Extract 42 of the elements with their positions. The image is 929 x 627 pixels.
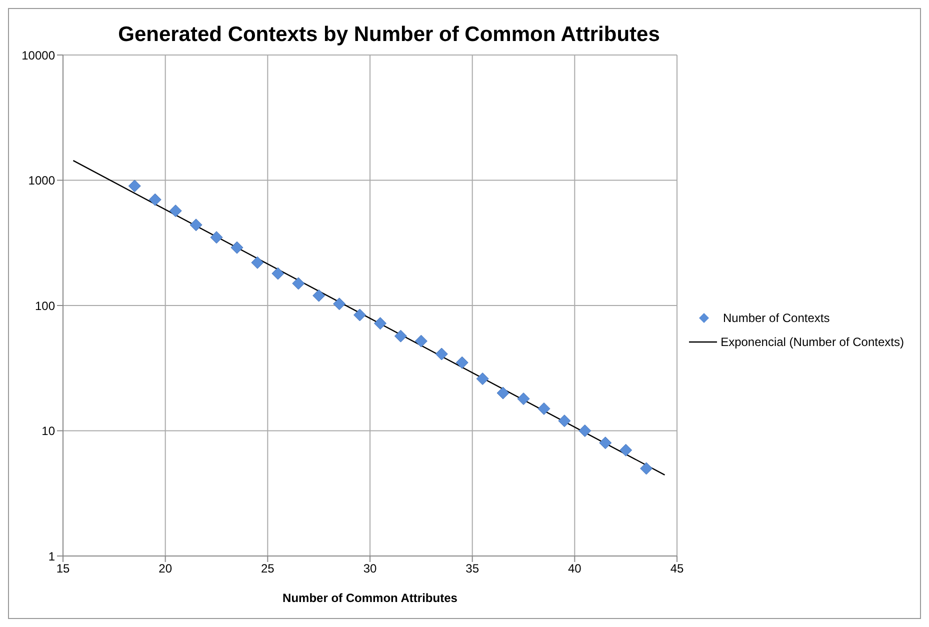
point bbox=[292, 277, 305, 290]
y-tick-label: 10000 bbox=[22, 48, 56, 62]
point bbox=[312, 289, 326, 302]
x-tick-label: 30 bbox=[363, 562, 377, 576]
point bbox=[333, 298, 346, 310]
point bbox=[620, 444, 632, 456]
point bbox=[394, 330, 407, 342]
point bbox=[354, 308, 366, 322]
legend-label: Number of Contexts bbox=[723, 310, 830, 326]
point bbox=[435, 348, 448, 360]
point bbox=[517, 392, 530, 406]
x-tick-label: 40 bbox=[568, 562, 582, 576]
legend-label: Exponencial (Number of Contexts) bbox=[720, 334, 904, 350]
point bbox=[190, 218, 202, 232]
point bbox=[272, 267, 284, 280]
y-tick-label: 100 bbox=[34, 298, 56, 313]
point bbox=[496, 386, 510, 400]
x-tick-label: 15 bbox=[56, 562, 70, 576]
point bbox=[578, 424, 592, 437]
point bbox=[374, 317, 386, 330]
point bbox=[210, 231, 223, 244]
x-tick-label: 20 bbox=[158, 562, 172, 576]
point bbox=[640, 462, 653, 475]
point bbox=[414, 334, 428, 348]
y-tick-label: 1 bbox=[48, 549, 56, 564]
point bbox=[169, 204, 182, 218]
x-axis-title: Number of Common Attributes bbox=[282, 591, 458, 605]
y-tick-label: 1000 bbox=[28, 174, 56, 188]
point bbox=[558, 414, 571, 428]
point bbox=[476, 372, 489, 386]
point bbox=[230, 241, 244, 254]
chart-title: Generated Contexts by Number of Common Attributes bbox=[117, 22, 661, 47]
point bbox=[456, 356, 468, 369]
point bbox=[251, 256, 264, 269]
y-tick-label: 10 bbox=[42, 424, 56, 438]
x-tick-label: 25 bbox=[260, 562, 275, 576]
point bbox=[538, 402, 550, 415]
point bbox=[148, 193, 162, 206]
x-tick-label: 45 bbox=[670, 562, 684, 576]
point bbox=[128, 180, 141, 192]
x-tick-label: 35 bbox=[466, 562, 480, 576]
point bbox=[599, 436, 612, 450]
